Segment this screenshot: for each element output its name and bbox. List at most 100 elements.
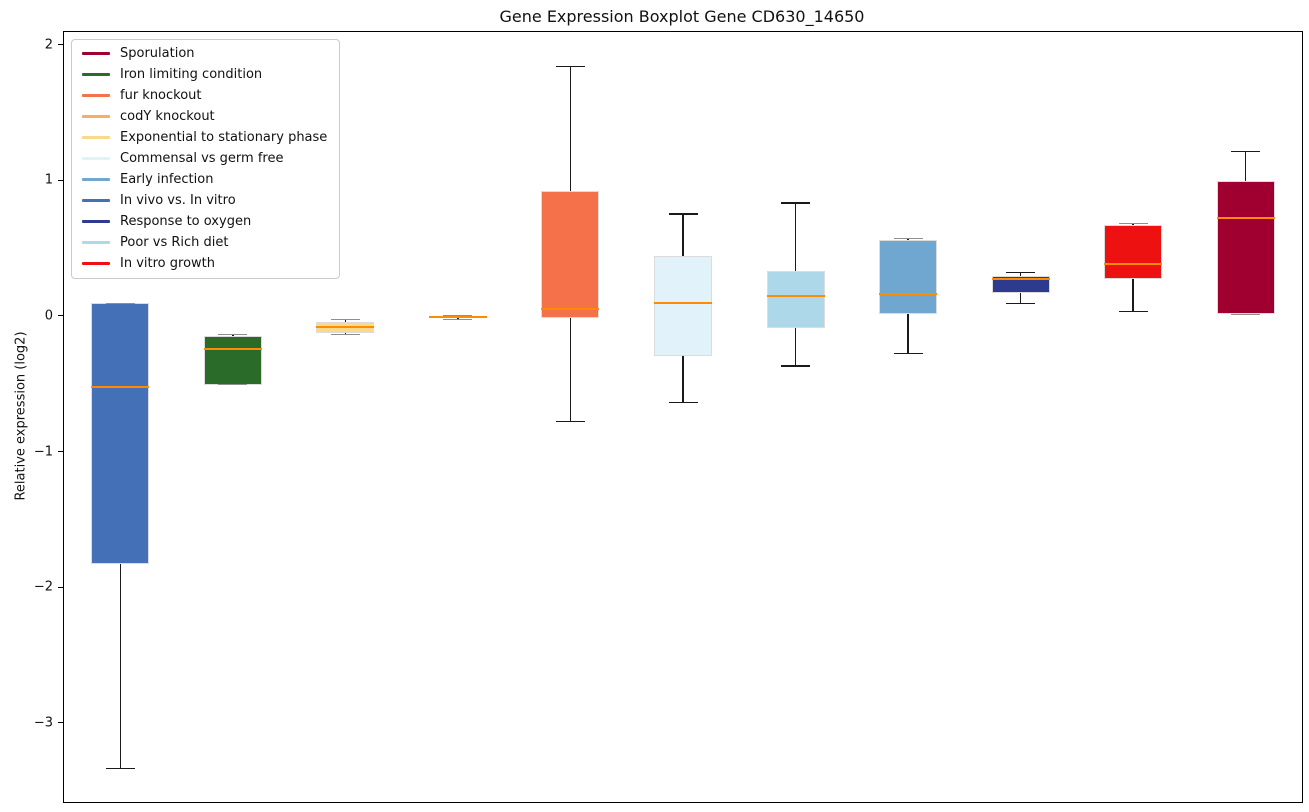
upper-whisker-cap	[555, 65, 585, 68]
lower-whisker-cap	[781, 365, 811, 367]
y-tick-mark	[58, 179, 63, 181]
legend-item-commensal-vs-germ-free: Commensal vs germ free	[82, 151, 327, 167]
legend-item-label: In vivo vs. In vitro	[120, 193, 236, 209]
lower-whisker-cap	[105, 767, 135, 769]
legend-item-label: Iron limiting condition	[120, 67, 263, 83]
box	[1104, 224, 1163, 280]
legend-color-line	[82, 115, 110, 119]
legend-item-label: fur knockout	[120, 88, 202, 104]
legend-item-label: Commensal vs germ free	[120, 151, 284, 167]
upper-whisker-cap	[668, 213, 698, 215]
box	[766, 270, 825, 328]
lower-whisker-cap	[218, 383, 248, 386]
legend-item-label: In vitro growth	[120, 256, 215, 272]
legend-item-iron-limiting-condition: Iron limiting condition	[82, 67, 327, 83]
upper-whisker-cap	[218, 333, 248, 336]
median-line	[654, 302, 712, 305]
chart-title: Gene Expression Boxplot Gene CD630_14650	[499, 7, 865, 26]
upper-whisker-cap	[893, 237, 923, 240]
legend-item-label: Early infection	[120, 172, 214, 188]
legend-item-label: Exponential to stationary phase	[120, 130, 328, 146]
lower-whisker	[907, 314, 909, 354]
legend-item-fur-knockout: fur knockout	[82, 88, 327, 104]
lower-whisker	[569, 318, 572, 422]
legend-color-line	[82, 157, 110, 161]
box	[1216, 181, 1275, 315]
median-line	[91, 386, 150, 389]
y-tick-mark	[58, 722, 63, 724]
y-axis-label: Relative expression (log2)	[13, 331, 29, 501]
upper-whisker	[569, 66, 572, 191]
y-tick-mark	[58, 586, 63, 588]
median-line	[541, 307, 600, 310]
legend-color-line	[82, 262, 110, 266]
legend-item-poor-vs-rich-diet: Poor vs Rich diet	[82, 235, 327, 251]
legend-color-line	[82, 199, 110, 203]
y-tick-label: −1	[33, 444, 53, 459]
lower-whisker	[682, 356, 684, 403]
lower-whisker-cap	[1118, 310, 1148, 313]
lower-whisker-cap	[1006, 302, 1036, 305]
y-tick-label: −3	[33, 715, 53, 731]
lower-whisker-cap	[893, 352, 923, 355]
lower-whisker	[1019, 292, 1022, 304]
y-tick-label: 2	[44, 37, 53, 53]
median-line	[203, 347, 262, 350]
upper-whisker-cap	[1231, 150, 1261, 153]
lower-whisker-cap	[330, 333, 360, 336]
legend-color-line	[82, 220, 110, 224]
median-line	[428, 315, 487, 318]
legend-item-label: Sporulation	[120, 46, 195, 62]
lower-whisker-cap	[668, 401, 698, 404]
legend-item-sporulation: Sporulation	[82, 46, 327, 62]
upper-whisker-cap	[105, 302, 135, 305]
upper-whisker	[682, 213, 684, 256]
box	[654, 256, 712, 357]
median-line	[879, 292, 938, 295]
median-line	[991, 278, 1050, 281]
legend-item-label: Poor vs Rich diet	[120, 235, 229, 251]
median-line	[316, 326, 375, 329]
upper-whisker-cap	[443, 314, 473, 317]
box	[879, 239, 938, 315]
box	[541, 190, 600, 319]
lower-whisker	[344, 332, 347, 335]
y-tick-label: 1	[44, 172, 53, 188]
y-tick-label: 0	[44, 308, 53, 324]
upper-whisker	[344, 319, 347, 322]
legend: Sporulation Iron limiting condition fur kn…	[71, 39, 341, 279]
legend-color-line	[82, 178, 110, 182]
legend-color-line	[82, 241, 110, 245]
y-tick-mark	[58, 44, 63, 46]
lower-whisker-cap	[1231, 313, 1261, 316]
upper-whisker-cap	[781, 202, 811, 204]
lower-whisker-cap	[555, 420, 585, 423]
legend-item-cody-knockout: codY knockout	[82, 109, 327, 125]
upper-whisker	[1244, 151, 1247, 182]
legend-color-line	[82, 136, 110, 140]
plot-area: Sporulation Iron limiting condition fur kn…	[63, 31, 1303, 803]
legend-item-response-to-oxygen: Response to oxygen	[82, 214, 327, 230]
lower-whisker	[794, 327, 797, 366]
legend-item-label: codY knockout	[120, 109, 215, 125]
legend-item-exponential-to-stationary-phase: Exponential to stationary phase	[82, 130, 328, 146]
median-line	[766, 294, 825, 297]
legend-item-label: Response to oxygen	[120, 214, 252, 230]
legend-color-line	[82, 73, 110, 77]
box	[203, 335, 262, 385]
lower-whisker	[1132, 279, 1134, 312]
legend-item-in-vitro-growth: In vitro growth	[82, 256, 327, 272]
median-line	[1216, 217, 1275, 220]
legend-item-in-vivo-vs-in-vitro: In vivo vs. In vitro	[82, 193, 327, 209]
box	[991, 276, 1050, 293]
lower-whisker	[119, 563, 122, 769]
median-line	[1104, 263, 1163, 266]
upper-whisker-cap	[1118, 222, 1148, 225]
upper-whisker	[794, 203, 797, 271]
y-tick-mark	[58, 451, 63, 452]
lower-whisker-cap	[443, 318, 473, 321]
upper-whisker	[1019, 272, 1022, 277]
y-tick-mark	[58, 315, 63, 317]
legend-color-line	[82, 52, 110, 56]
